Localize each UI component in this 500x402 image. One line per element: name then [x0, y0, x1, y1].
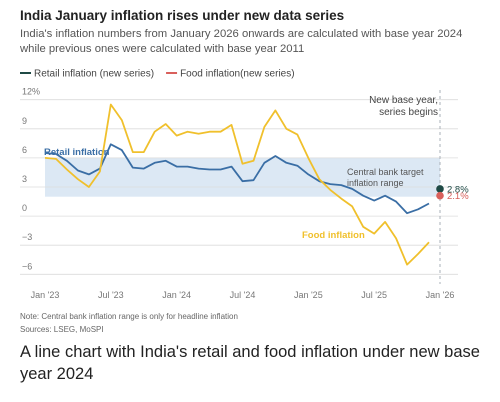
chart: 12% 9 6 3 0 −3 −6 Jan '23 Jul '23 Jan '24 Jul '24 J… [20, 69, 469, 300]
series-line [44, 103, 430, 266]
value-label: 2.8% [447, 184, 469, 195]
x-tick-label: Jul '23 [98, 290, 124, 300]
y-tick-label: 3 [22, 174, 27, 184]
series-label: Food inflation [302, 230, 365, 241]
series-label: Retail inflation [44, 147, 110, 158]
x-tick-label: Jul '25 [361, 290, 387, 300]
x-tick-label: Jan '23 [31, 290, 60, 300]
annotation: New base year, [369, 95, 438, 106]
legend-label: Retail inflation (new series) [34, 69, 154, 80]
chart-subtitle: India's inflation numbers from January 2… [20, 28, 463, 55]
annotation: Central bank target [347, 167, 424, 177]
y-tick-label: −6 [22, 261, 32, 271]
series-line [44, 143, 430, 215]
x-tick-label: Jan '24 [162, 290, 191, 300]
y-tick-label: 0 [22, 203, 27, 213]
note: Note: Central bank inflation range is on… [20, 312, 238, 321]
series-point [436, 185, 444, 193]
x-tick-label: Jul '24 [230, 290, 256, 300]
x-tick-label: Jan '25 [294, 290, 323, 300]
caption: A line chart with India's retail and foo… [20, 343, 480, 383]
series-point [436, 191, 444, 200]
chart-title: India January inflation rises under new … [20, 8, 345, 23]
legend-label: Food inflation(new series) [180, 69, 295, 80]
y-tick-label: 9 [22, 116, 27, 126]
annotation: inflation range [347, 178, 404, 188]
source: Sources: LSEG, MoSPI [20, 325, 104, 334]
annotation: series begins [379, 107, 438, 118]
y-tick-label: 12% [22, 87, 40, 97]
value-label: 2.1% [447, 191, 469, 202]
y-tick-label: 6 [22, 145, 27, 155]
x-tick-label: Jan '26 [426, 290, 455, 300]
y-tick-label: −3 [22, 232, 32, 242]
